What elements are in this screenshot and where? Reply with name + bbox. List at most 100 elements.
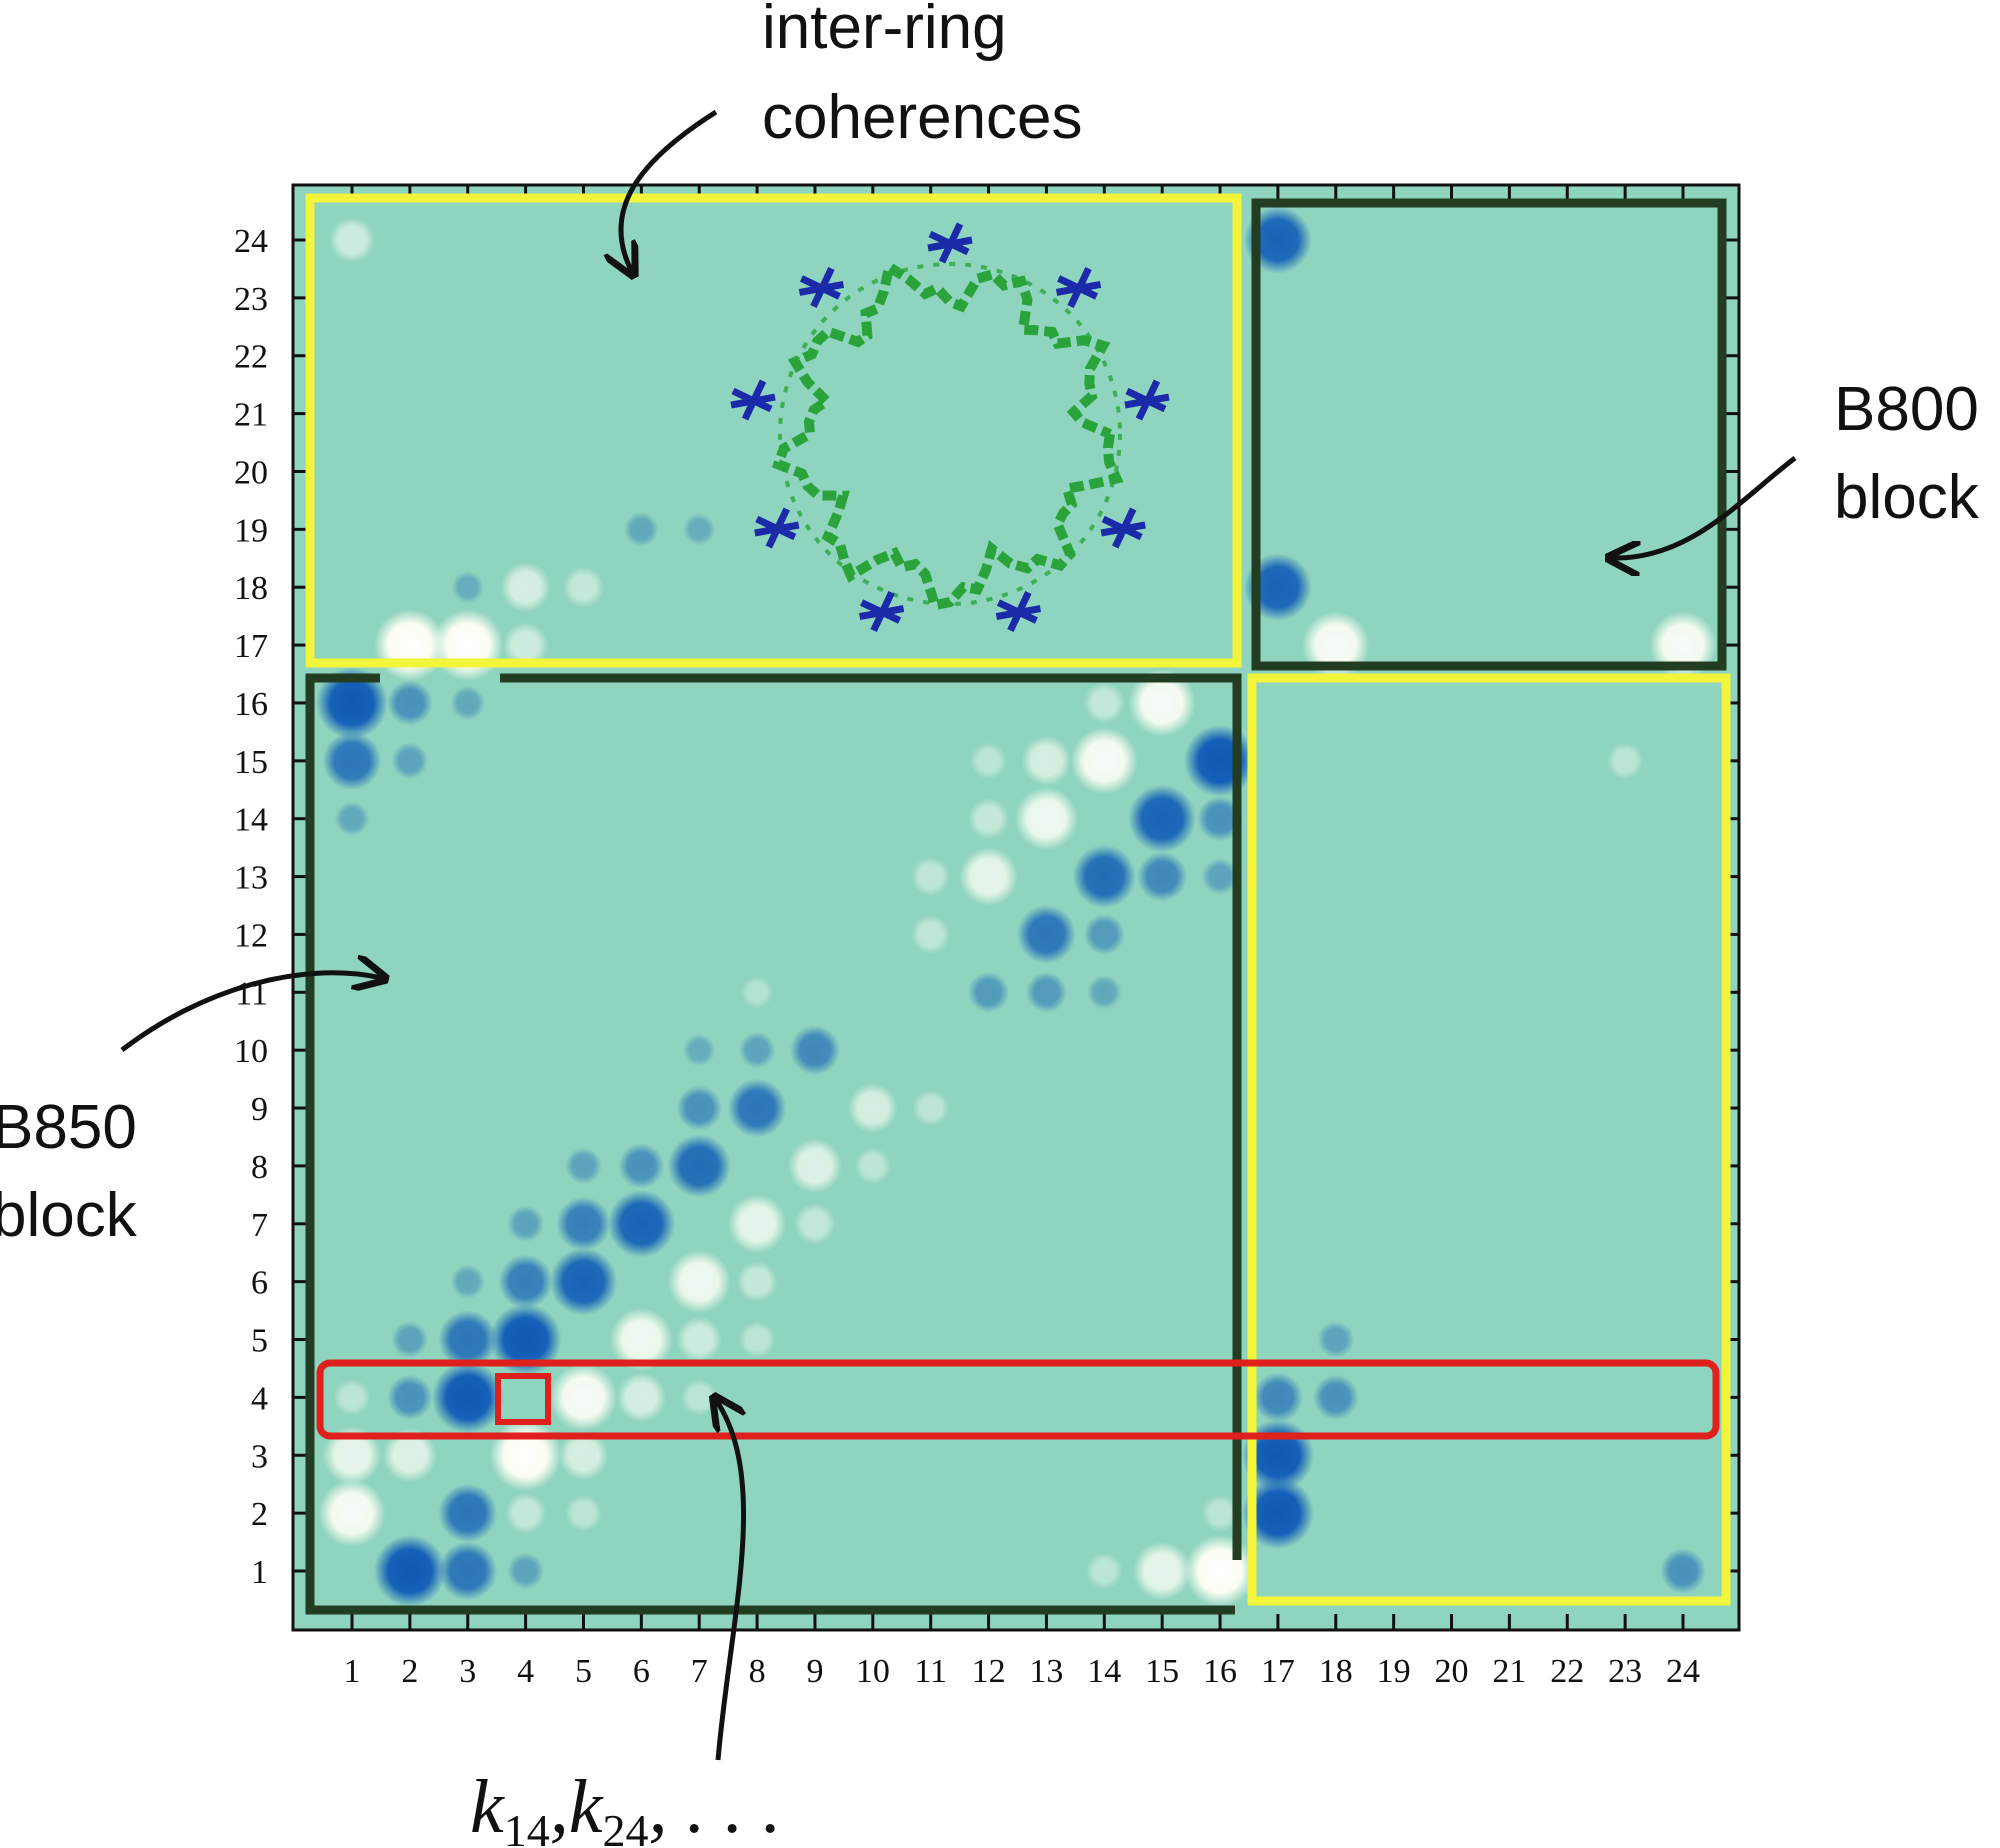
x-tick-label: 15 [1145, 1653, 1179, 1690]
y-tick-label: 5 [251, 1323, 268, 1360]
inter-ring-label-line1: inter-ring [762, 0, 1007, 62]
coherence-point-negative [1017, 905, 1076, 964]
x-tick-label: 7 [691, 1653, 708, 1690]
coherence-point-positive [1083, 682, 1125, 724]
coherence-point-negative [676, 1085, 723, 1131]
y-tick-label: 2 [251, 1496, 268, 1533]
y-tick-label: 15 [234, 744, 268, 781]
b850-arrow [120, 973, 382, 1052]
coherence-point-negative [556, 1196, 611, 1251]
x-tick-label: 23 [1608, 1653, 1642, 1690]
y-tick-label: 19 [234, 512, 268, 549]
coherence-point-positive [1201, 1494, 1239, 1532]
plot-frame [291, 183, 1741, 1632]
coherence-point-negative [391, 1321, 429, 1358]
coherence-point-negative [789, 1025, 840, 1076]
y-tick-label: 14 [234, 802, 268, 839]
coherence-point-negative [438, 1483, 498, 1543]
y-tick-label: 23 [234, 281, 268, 318]
b800-label-line1: B800 [1834, 375, 1979, 444]
coherence-point-negative [316, 666, 388, 739]
highlight-row-k4 [316, 1359, 1720, 1440]
coherence-point-negative [373, 1535, 446, 1607]
coherence-point-negative [322, 731, 382, 791]
y-tick-label: 13 [234, 860, 268, 897]
x-tick-label: 20 [1435, 1653, 1469, 1690]
x-tick-label: 11 [914, 1653, 947, 1690]
coherence-point-positive [727, 1194, 787, 1254]
coherence-point-negative [387, 1374, 433, 1421]
coherence-point-positive [912, 1089, 950, 1127]
ring-pigment [1055, 266, 1102, 308]
y-tick-label: 12 [234, 917, 268, 954]
x-tick-label: 6 [633, 1653, 650, 1690]
coherence-point-positive [1606, 742, 1644, 780]
coherence-point-positive [322, 1425, 382, 1485]
coherence-point-negative [683, 1033, 716, 1067]
coherence-point-negative [1252, 1372, 1303, 1423]
y-tick-label: 22 [234, 339, 268, 376]
coherence-point-positive [489, 1419, 562, 1492]
coherence-point-negative [1087, 975, 1122, 1010]
y-tick-label: 24 [234, 223, 268, 260]
coherence-point-positive [1021, 735, 1072, 786]
b850-label-line1: B850 [0, 1093, 137, 1162]
inter-ring-block-top [305, 193, 1242, 668]
b800-arrow [1612, 456, 1797, 558]
coherence-point-positive [667, 1250, 731, 1314]
highlight-cell-k44 [495, 1373, 551, 1425]
x-tick-label: 12 [972, 1653, 1006, 1690]
y-tick-label: 10 [234, 1033, 268, 1070]
coherence-point-negative [1660, 1548, 1706, 1594]
heatmap-points [316, 206, 1717, 1607]
coherence-point-negative [607, 1189, 676, 1258]
ring-pigment [754, 507, 800, 549]
ring-pigment [995, 591, 1042, 633]
x-tick-label: 18 [1319, 1653, 1353, 1690]
coherence-point-negative [1128, 784, 1196, 853]
y-tick-label: 3 [251, 1438, 268, 1475]
coherence-point-negative [1072, 844, 1136, 909]
coherence-point-positive [676, 1316, 723, 1363]
coherence-point-negative [450, 685, 486, 721]
x-tick-label: 4 [517, 1653, 534, 1690]
coherence-point-negative [387, 680, 433, 726]
x-tick-label: 22 [1550, 1653, 1584, 1690]
coherence-point-negative [498, 1254, 553, 1309]
coherence-point-negative [967, 971, 1010, 1013]
coherence-point-positive [1070, 727, 1139, 795]
ring-pigment [927, 222, 973, 264]
x-tick-label: 10 [856, 1653, 890, 1690]
inter-ring-arrow [621, 109, 718, 272]
coherence-point-positive [562, 566, 605, 608]
y-tick-label: 1 [251, 1554, 268, 1591]
y-tick-label: 16 [234, 686, 268, 723]
coherence-point-positive [911, 857, 951, 897]
x-tick-label: 24 [1666, 1653, 1700, 1690]
x-tick-label: 21 [1492, 1653, 1526, 1690]
coherence-point-negative [1083, 913, 1125, 956]
x-tick-label: 14 [1087, 1653, 1121, 1690]
lh2-ring-structure-image [730, 222, 1170, 633]
coherence-point-positive [329, 217, 375, 263]
coherence-point-positive [967, 798, 1010, 840]
coherence-point-negative [618, 1143, 665, 1189]
coherence-point-negative [1184, 724, 1257, 797]
coherence-point-positive [787, 1138, 843, 1194]
coherence-point-positive [847, 1083, 898, 1134]
coherence-point-negative [1317, 1321, 1355, 1358]
x-tick-label: 19 [1377, 1653, 1411, 1690]
coherence-point-positive [382, 1428, 438, 1483]
x-tick-label: 2 [401, 1653, 418, 1690]
x-tick-label: 1 [344, 1653, 361, 1690]
ring-pigment [798, 266, 845, 308]
x-tick-label: 13 [1029, 1653, 1063, 1690]
coherence-point-negative [549, 1247, 618, 1316]
y-tick-label: 20 [234, 454, 268, 491]
coherence-point-positive [549, 1363, 618, 1432]
x-tick-label: 16 [1203, 1653, 1237, 1690]
coherence-point-negative [738, 1031, 776, 1069]
inter-ring-label-line2: coherences [762, 83, 1083, 152]
b800-label-line2: block [1834, 463, 1980, 532]
coherence-point-negative [507, 1205, 545, 1243]
